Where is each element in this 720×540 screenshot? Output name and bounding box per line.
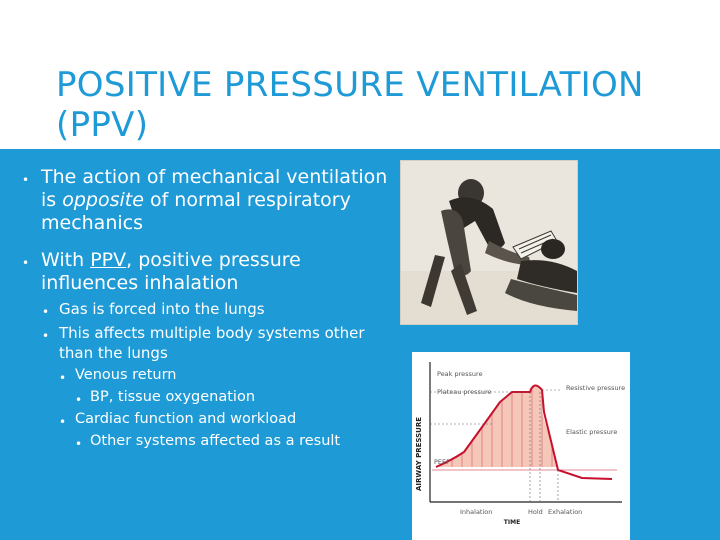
slide-title: POSITIVE PRESSURE VENTILATION (PPV)	[56, 64, 644, 145]
bullet-text: With	[41, 249, 91, 271]
x-axis-label: TIME	[504, 519, 520, 526]
peak-pressure-label: Peak pressure	[437, 370, 483, 378]
bullet-text: Gas is forced into the lungs	[59, 300, 265, 318]
bullet-text-tail: , positive pressure influences inhalatio…	[41, 249, 301, 294]
curve-hatch	[451, 390, 553, 467]
bullet-icon: •	[22, 173, 30, 187]
guide-lines	[430, 389, 562, 502]
bullet-icon: •	[42, 305, 50, 319]
bullet-level2: • This affects multiple body systems oth…	[42, 323, 394, 451]
curve-fill	[436, 385, 558, 467]
airway-pressure-graph: AIRWAY PRESSURE Peak pressure Plateau pr…	[412, 352, 630, 540]
bullet-text: Other systems affected as a result	[90, 433, 341, 449]
bullet-level2: • Gas is forced into the lungs	[42, 299, 394, 319]
bullet-icon: •	[22, 256, 30, 270]
peep-label: PEEP	[434, 458, 450, 466]
bullet-icon: •	[42, 329, 50, 343]
bullet-level3: • Venous return • BP, tissue oxygenation	[59, 366, 394, 407]
plateau-pressure-label: Plateau pressure	[437, 388, 492, 396]
bullet-level3: • Cardiac function and workload • Other …	[59, 410, 394, 451]
bullet-icon: •	[75, 393, 83, 407]
inhalation-label: Inhalation	[460, 508, 492, 516]
bullet-text: The action of mechanical ventilation is	[41, 166, 388, 211]
bullet-emphasis: opposite	[62, 189, 144, 211]
resuscitation-photo-drawing	[401, 161, 577, 324]
resistive-pressure-label: Resistive pressure	[566, 384, 625, 392]
bullet-text: BP, tissue oxygenation	[90, 389, 256, 405]
ppv-link[interactable]: PPV	[90, 249, 127, 271]
hold-label: Hold	[528, 508, 543, 516]
bullet-icon: •	[59, 415, 67, 429]
bullet-icon: •	[59, 371, 67, 385]
bullet-level1: • The action of mechanical ventilation i…	[22, 166, 394, 235]
bullet-level4: • BP, tissue oxygenation	[75, 388, 394, 407]
elastic-pressure-label: Elastic pressure	[566, 428, 617, 436]
y-axis-label: AIRWAY PRESSURE	[415, 417, 423, 491]
exhalation-label: Exhalation	[548, 508, 582, 516]
bullet-list: • The action of mechanical ventilation i…	[22, 166, 394, 465]
bullet-text-tail: of normal respiratory mechanics	[41, 189, 351, 234]
title-band	[0, 0, 720, 149]
bullet-text: Venous return	[75, 367, 177, 383]
airway-pressure-curve	[435, 384, 613, 480]
bullet-text: This affects multiple body systems other…	[59, 324, 365, 362]
resuscitation-photo	[400, 160, 578, 325]
bullet-icon: •	[75, 437, 83, 451]
airway-pressure-svg: AIRWAY PRESSURE Peak pressure Plateau pr…	[412, 352, 630, 540]
bullet-level1: • With PPV, positive pressure influences…	[22, 249, 394, 451]
bullet-text: Cardiac function and workload	[75, 411, 297, 427]
bullet-level4: • Other systems affected as a result	[75, 432, 394, 451]
